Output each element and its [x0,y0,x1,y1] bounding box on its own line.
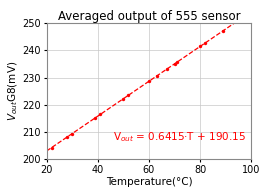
Point [70,132,74,135]
Title: Averaged output of 555 sensor: Averaged output of 555 sensor [57,10,240,23]
Point [198,45,202,48]
Point [50,146,54,149]
Point [172,62,177,65]
Point [165,68,169,71]
Point [175,61,179,64]
Text: V$_{out}$ = 0.6415·T + 190.15: V$_{out}$ = 0.6415·T + 190.15 [113,130,246,144]
Point [203,41,207,44]
Point [126,94,131,97]
X-axis label: Temperature(°C): Temperature(°C) [106,178,192,187]
Point [98,113,102,116]
Point [121,97,125,100]
Point [147,80,151,83]
Point [65,135,69,139]
Y-axis label: $V_{out}$G8(mV): $V_{out}$G8(mV) [6,61,20,121]
Point [221,29,225,32]
Point [155,74,159,78]
Point [93,116,97,120]
